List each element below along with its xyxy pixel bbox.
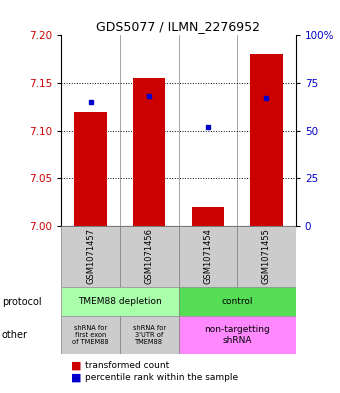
- Bar: [61, 226, 120, 287]
- Text: percentile rank within the sample: percentile rank within the sample: [85, 373, 238, 382]
- Text: GSM1071456: GSM1071456: [145, 228, 154, 285]
- Text: shRNA for
3'UTR of
TMEM88: shRNA for 3'UTR of TMEM88: [133, 325, 166, 345]
- Bar: [120, 316, 178, 354]
- Title: GDS5077 / ILMN_2276952: GDS5077 / ILMN_2276952: [97, 20, 260, 33]
- Text: ■: ■: [71, 360, 82, 371]
- Bar: [192, 207, 224, 226]
- Text: TMEM88 depletion: TMEM88 depletion: [78, 297, 162, 306]
- Bar: [178, 316, 296, 354]
- Text: protocol: protocol: [2, 297, 41, 307]
- Text: ■: ■: [71, 372, 82, 382]
- Text: GSM1071455: GSM1071455: [262, 228, 271, 285]
- Text: control: control: [221, 297, 253, 306]
- Bar: [237, 226, 296, 287]
- Bar: [178, 226, 237, 287]
- Text: shRNA for
first exon
of TMEM88: shRNA for first exon of TMEM88: [72, 325, 109, 345]
- Text: other: other: [2, 330, 28, 340]
- Bar: [250, 55, 283, 226]
- Bar: [120, 226, 178, 287]
- Bar: [61, 316, 120, 354]
- Text: transformed count: transformed count: [85, 361, 169, 370]
- Text: non-targetting
shRNA: non-targetting shRNA: [204, 325, 270, 345]
- Bar: [61, 287, 178, 316]
- Bar: [178, 287, 296, 316]
- Text: GSM1071457: GSM1071457: [86, 228, 95, 285]
- Bar: [74, 112, 107, 226]
- Text: GSM1071454: GSM1071454: [203, 228, 212, 285]
- Bar: [133, 78, 165, 226]
